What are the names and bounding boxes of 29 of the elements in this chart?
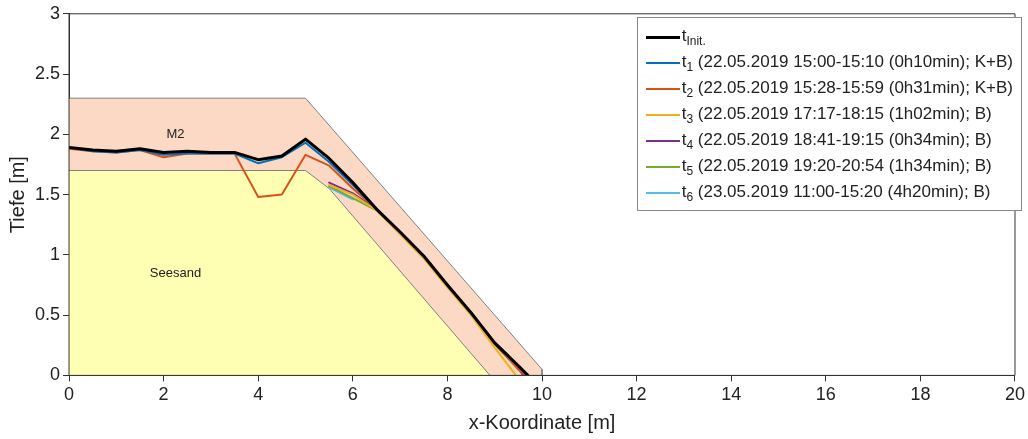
y-tick-label: 0 bbox=[50, 364, 61, 385]
x-tick-label: 2 bbox=[158, 384, 169, 405]
legend-label: t$_{1}$ (22.05.2019 15:00-15:10 (0h10min); K+B) bbox=[681, 51, 1013, 75]
x-tick-label: 16 bbox=[815, 384, 836, 405]
legend-label: t$_{5}$ (22.05.2019 19:20-20:54 (1h34min); B) bbox=[681, 155, 992, 179]
legend-label: t$_{3}$ (22.05.2019 17:17-18:15 (1h02min); B) bbox=[681, 103, 992, 127]
x-tick-label: 20 bbox=[1004, 384, 1025, 405]
legend-label: t$_{2}$ (22.05.2019 15:28-15:59 (0h31min); K+B) bbox=[681, 77, 1013, 101]
y-tick-label: 1.5 bbox=[34, 183, 61, 204]
x-axis-title: x-Koordinate [m] bbox=[468, 410, 616, 433]
x-tick-label: 6 bbox=[347, 384, 358, 405]
x-tick-label: 14 bbox=[721, 384, 742, 405]
y-tick-label: 2.5 bbox=[34, 63, 61, 84]
x-tick-label: 8 bbox=[442, 384, 453, 405]
legend-label: t$_{Init.}$ bbox=[681, 25, 706, 49]
legend-label: t$_{4}$ (22.05.2019 18:41-19:15 (0h34min); B) bbox=[681, 129, 992, 153]
y-tick-label: 0.5 bbox=[34, 304, 61, 325]
x-tick-label: 10 bbox=[531, 384, 553, 405]
y-axis-title: Tiefe [m] bbox=[5, 156, 28, 234]
x-tick-label: 12 bbox=[626, 384, 647, 405]
y-tick-label: 3 bbox=[50, 2, 61, 23]
x-tick-label: 18 bbox=[910, 384, 931, 405]
series-label: Seesand bbox=[149, 264, 202, 280]
series-label: M2 bbox=[166, 125, 185, 141]
x-tick-label: 4 bbox=[253, 384, 264, 405]
x-tick-label: 0 bbox=[64, 384, 75, 405]
y-tick-label: 1 bbox=[50, 243, 61, 264]
legend-label: t$_{6}$ (23.05.2019 11:00-15:20 (4h20min); B) bbox=[681, 181, 991, 205]
y-tick-label: 2 bbox=[50, 123, 61, 144]
